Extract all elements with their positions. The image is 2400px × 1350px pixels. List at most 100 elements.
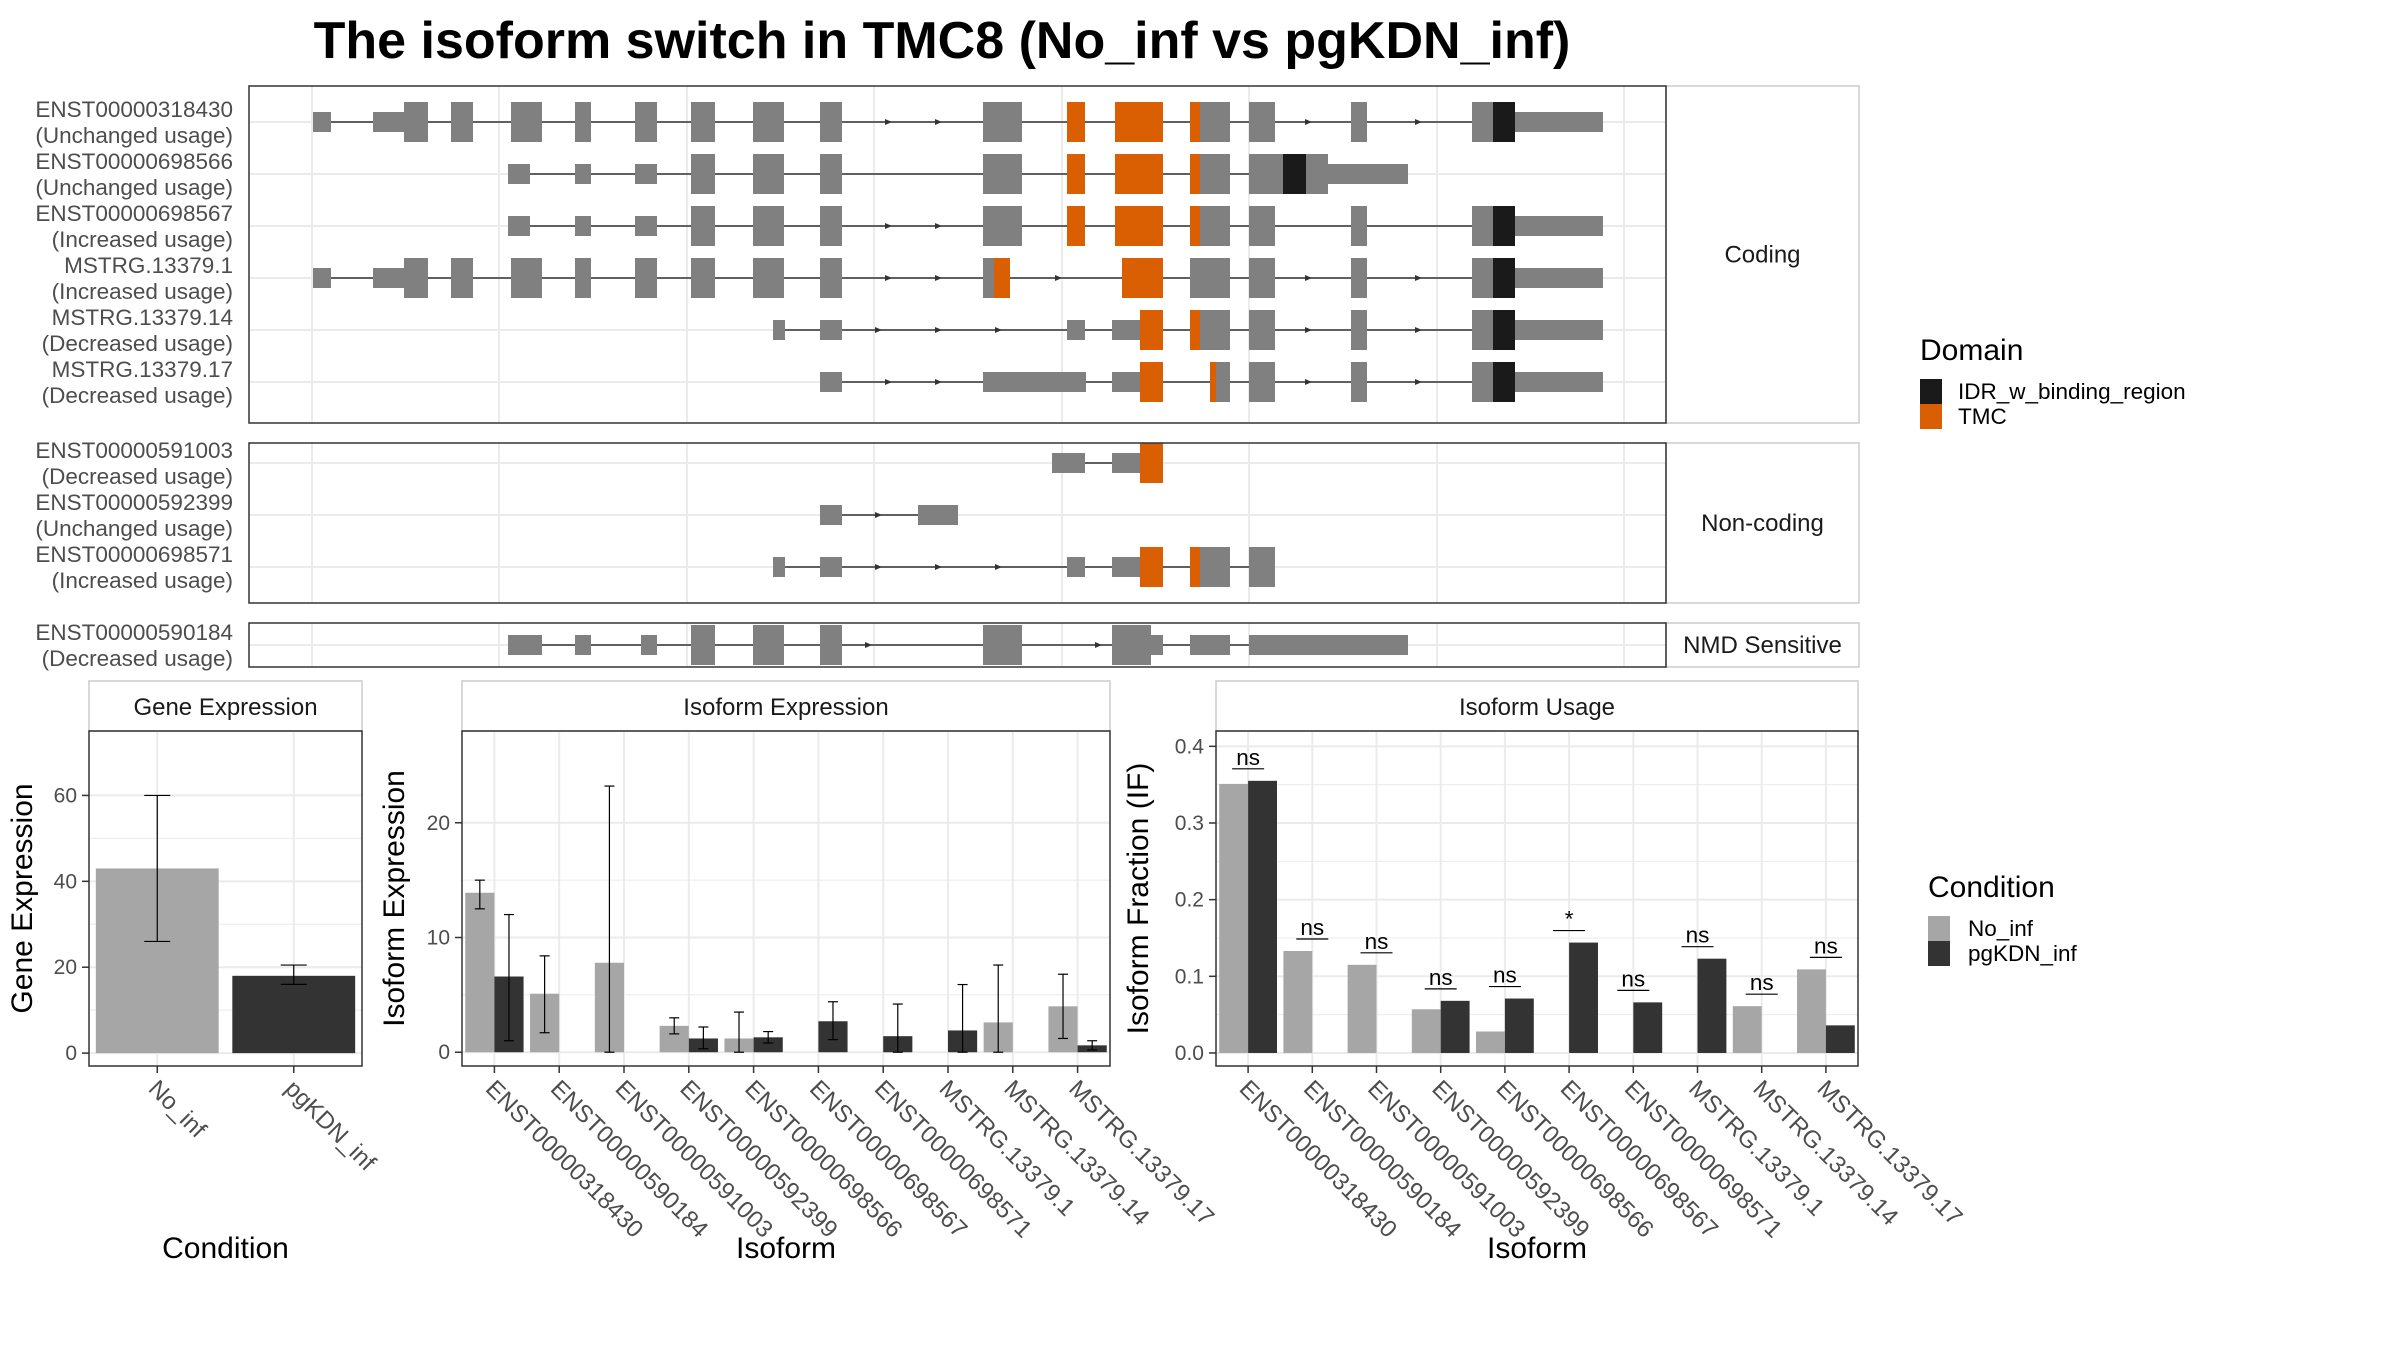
exon bbox=[1112, 557, 1140, 577]
y-tick-label: 0.2 bbox=[1175, 889, 1204, 912]
tmc-domain bbox=[1190, 206, 1200, 246]
legend-key bbox=[1920, 404, 1942, 429]
exon bbox=[635, 258, 657, 298]
exon bbox=[404, 258, 428, 298]
exon bbox=[635, 102, 657, 142]
figure-title: The isoform switch in TMC8 (No_inf vs pg… bbox=[314, 12, 1571, 70]
facet-strip bbox=[1665, 442, 1860, 604]
exon bbox=[451, 102, 473, 142]
exon bbox=[1200, 547, 1230, 587]
facet-strip-label: Isoform Expression bbox=[683, 694, 888, 721]
direction-arrow bbox=[1415, 275, 1422, 281]
exon bbox=[983, 372, 1086, 392]
exon bbox=[1472, 362, 1493, 402]
panel-border bbox=[88, 730, 363, 1067]
tmc-domain bbox=[1190, 154, 1200, 194]
direction-arrow bbox=[1095, 642, 1102, 648]
exon bbox=[1200, 258, 1230, 298]
direction-arrow bbox=[1305, 327, 1312, 333]
transcript-usage-label: (Increased usage) bbox=[52, 568, 233, 593]
x-axis-title: Isoform bbox=[736, 1232, 836, 1265]
tmc-domain bbox=[1210, 362, 1216, 402]
exon bbox=[1052, 453, 1085, 473]
facet-strip bbox=[1665, 85, 1860, 424]
y-tick-label: 60 bbox=[54, 784, 77, 807]
transcript-model bbox=[773, 310, 1603, 350]
exon bbox=[1351, 258, 1367, 298]
y-tick-label: 0 bbox=[438, 1041, 450, 1064]
idr-domain bbox=[1493, 102, 1515, 142]
panel-border bbox=[248, 442, 1667, 604]
tmc-domain bbox=[1140, 443, 1163, 483]
exon bbox=[1249, 206, 1275, 246]
exon bbox=[773, 557, 785, 577]
exon bbox=[753, 258, 784, 298]
y-tick-label: 0.0 bbox=[1175, 1042, 1204, 1065]
bar bbox=[1825, 1025, 1855, 1053]
exon bbox=[820, 372, 842, 392]
transcript-usage-label: (Increased usage) bbox=[52, 279, 233, 304]
exon bbox=[983, 625, 1022, 665]
tmc-domain bbox=[1067, 206, 1085, 246]
bar bbox=[465, 892, 495, 1053]
bar bbox=[1248, 780, 1277, 1053]
transcript-id-label: ENST00000592399 bbox=[35, 490, 233, 515]
transcript-usage-label: (Unchanged usage) bbox=[35, 516, 233, 541]
direction-arrow bbox=[1305, 379, 1312, 385]
idr-domain bbox=[1493, 310, 1515, 350]
transcript-model bbox=[773, 547, 1275, 587]
direction-arrow bbox=[935, 327, 942, 333]
direction-arrow bbox=[885, 119, 892, 125]
transcript-usage-label: (Increased usage) bbox=[52, 227, 233, 252]
exon bbox=[1249, 154, 1283, 194]
transcript-model bbox=[1052, 443, 1163, 483]
exon bbox=[575, 258, 591, 298]
idr-domain bbox=[1283, 154, 1306, 194]
exon bbox=[1216, 362, 1230, 402]
exon bbox=[1472, 102, 1493, 142]
y-axis-title: Isoform Fraction (IF) bbox=[1122, 763, 1155, 1035]
idr-domain bbox=[1493, 362, 1515, 402]
transcript-usage-label: (Unchanged usage) bbox=[35, 175, 233, 200]
transcript-model bbox=[820, 505, 958, 525]
exon bbox=[511, 102, 542, 142]
direction-arrow bbox=[885, 379, 892, 385]
transcript-model bbox=[508, 154, 1408, 194]
direction-arrow bbox=[1415, 327, 1422, 333]
legend-key bbox=[1928, 916, 1950, 941]
y-tick-label: 40 bbox=[54, 870, 77, 893]
direction-arrow bbox=[875, 327, 882, 333]
idr-domain bbox=[1493, 258, 1515, 298]
bar bbox=[1504, 998, 1534, 1053]
panel-border bbox=[461, 730, 1111, 1067]
bar bbox=[1697, 958, 1727, 1053]
direction-arrow bbox=[875, 564, 882, 570]
facet-strip-label: Non-coding bbox=[1701, 510, 1824, 537]
direction-arrow bbox=[865, 642, 872, 648]
significance-label: ns bbox=[1621, 966, 1645, 991]
exon bbox=[1472, 258, 1493, 298]
significance-label: ns bbox=[1750, 970, 1774, 995]
exon bbox=[983, 206, 1022, 246]
direction-arrow bbox=[1305, 119, 1312, 125]
facet-strip-label: Gene Expression bbox=[133, 694, 317, 721]
exon bbox=[753, 625, 784, 665]
legend-label: pgKDN_inf bbox=[1968, 941, 2078, 966]
exon bbox=[635, 216, 657, 236]
facet-strip-label: NMD Sensitive bbox=[1683, 632, 1842, 659]
tmc-domain bbox=[1067, 154, 1085, 194]
exon bbox=[641, 635, 657, 655]
exon bbox=[313, 112, 331, 132]
exon bbox=[1515, 320, 1603, 340]
legend-label: TMC bbox=[1958, 404, 2007, 429]
bar bbox=[1440, 1000, 1470, 1053]
legend-label: IDR_w_binding_region bbox=[1958, 379, 2186, 404]
tmc-domain bbox=[1122, 258, 1163, 298]
transcript-id-label: ENST00000698571 bbox=[35, 542, 233, 567]
exon bbox=[1515, 372, 1603, 392]
exon bbox=[820, 625, 842, 665]
exon bbox=[1351, 102, 1367, 142]
